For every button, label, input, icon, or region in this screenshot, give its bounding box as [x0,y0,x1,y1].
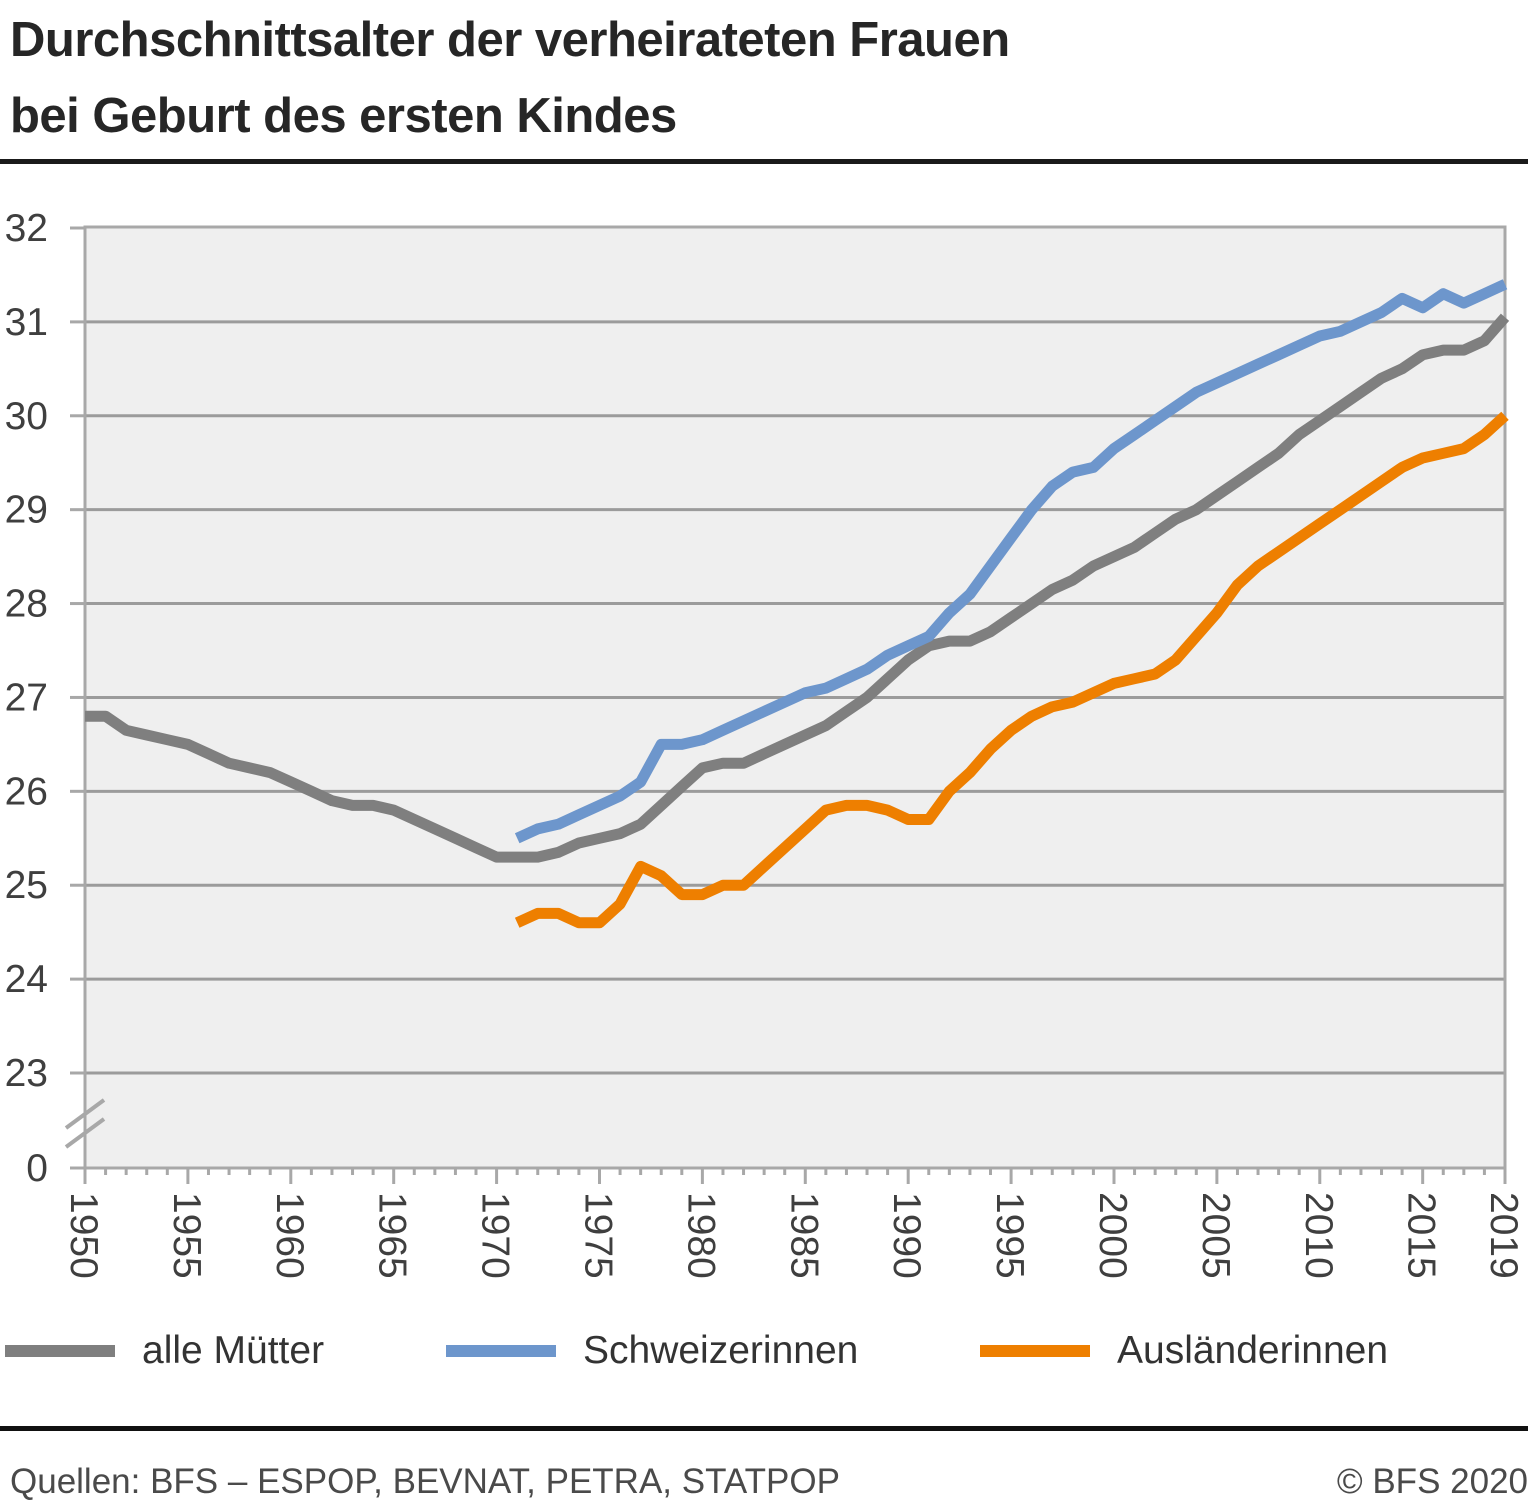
footer-divider [0,1426,1528,1431]
svg-text:1975: 1975 [576,1192,619,1279]
svg-text:2005: 2005 [1194,1192,1237,1279]
svg-text:31: 31 [5,301,48,344]
legend-item-auslaenderinnen: Ausländerinnen [980,1328,1388,1374]
orange-line-swatch-icon [980,1345,1090,1357]
title-line-1: Durchschnittsalter der verheirateten Fra… [10,13,1010,67]
svg-text:1970: 1970 [474,1192,517,1279]
svg-text:24: 24 [5,958,48,1001]
svg-text:30: 30 [5,395,48,438]
svg-text:1985: 1985 [782,1192,825,1279]
copyright-text: © BFS 2020 [1336,1462,1528,1501]
svg-text:2019: 2019 [1482,1192,1525,1279]
legend-item-schweizerinnen: Schweizerinnen [446,1328,858,1374]
sources-text: Quellen: BFS – ESPOP, BEVNAT, PETRA, STA… [10,1462,840,1501]
x-axis-labels: 1950 1955 1960 1965 1970 1975 1980 1985 1990 1995… [62,1192,1525,1279]
page-title: Durchschnittsalter der verheirateten Fra… [10,2,1010,154]
svg-text:2015: 2015 [1400,1192,1443,1279]
y-ticks [70,226,85,1170]
series-schweizerinnen [514,279,1508,844]
svg-text:0: 0 [26,1147,48,1190]
title-line-2: bei Geburt des ersten Kindes [10,89,677,143]
svg-text:26: 26 [5,770,48,813]
svg-text:1960: 1960 [268,1192,311,1279]
svg-text:23: 23 [5,1052,48,1095]
gray-line-swatch-icon [5,1345,115,1357]
svg-text:1995: 1995 [988,1192,1031,1279]
svg-text:1990: 1990 [885,1192,928,1279]
title-divider [0,159,1528,164]
blue-line-swatch-icon [446,1345,556,1357]
svg-text:32: 32 [5,207,48,250]
svg-text:2010: 2010 [1297,1192,1340,1279]
svg-text:25: 25 [5,864,48,907]
svg-text:2000: 2000 [1091,1192,1134,1279]
y-axis-labels: 32 31 30 29 28 27 26 25 24 23 0 [5,207,48,1190]
svg-text:29: 29 [5,489,48,532]
series-ausl-nderinnen [514,411,1509,929]
x-ticks [83,1169,1507,1184]
series-alle-m-tter [85,313,1510,863]
axis-break-icon [64,1098,106,1149]
svg-text:1955: 1955 [165,1192,208,1279]
chart-legend: alle Mütter Schweizerinnen Ausländerinne… [0,1328,1533,1374]
svg-text:27: 27 [5,676,48,719]
svg-text:1965: 1965 [371,1192,414,1279]
footer: Quellen: BFS – ESPOP, BEVNAT, PETRA, STA… [10,1462,1528,1502]
legend-item-alle-muetter: alle Mütter [5,1328,324,1374]
svg-text:1980: 1980 [679,1192,722,1279]
legend-label: Schweizerinnen [583,1329,859,1372]
svg-text:1950: 1950 [62,1192,105,1279]
svg-text:28: 28 [5,583,48,626]
legend-label: alle Mütter [142,1329,325,1372]
legend-label: Ausländerinnen [1117,1329,1389,1372]
